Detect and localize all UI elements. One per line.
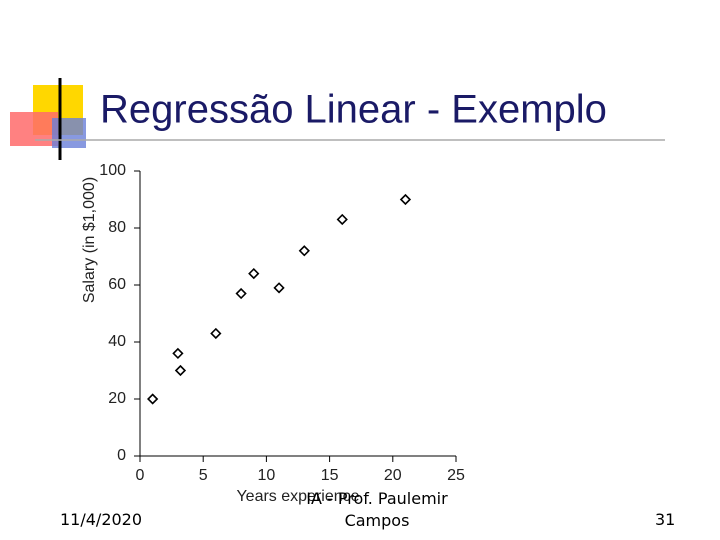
data-point [273,282,285,294]
x-tick-label: 0 [136,467,145,484]
footer-page: 31 [655,510,676,529]
x-tick-label: 20 [384,467,402,484]
footer-center: IA - Prof. Paulemir Campos [306,489,448,530]
deco-blue [52,118,86,148]
x-tick-label: 25 [447,467,465,484]
data-point [336,213,348,226]
x-tick-label: 10 [258,467,276,484]
y-tick-label: 0 [117,447,126,464]
x-tick-label: 15 [321,467,339,484]
footer-date: 11/4/2020 [60,510,143,529]
y-axis-label: Salary (in $1,000) [81,177,98,303]
x-tick-label: 5 [199,467,208,484]
data-point [210,327,222,340]
data-point [248,267,260,280]
y-tick-label: 40 [108,333,126,350]
x-axis-label: Years experience [236,488,359,505]
y-tick-label: 100 [99,162,126,179]
data-point [174,364,187,377]
y-tick-label: 60 [108,276,126,293]
deco-red [10,112,58,146]
data-point [172,347,184,360]
y-tick-label: 20 [108,390,126,407]
data-point [147,393,159,405]
y-tick-label: 80 [108,219,126,236]
slide-title: Regressão Linear - Exemplo [100,88,607,132]
data-point [235,287,247,300]
data-point [298,245,310,257]
data-point [399,193,412,206]
